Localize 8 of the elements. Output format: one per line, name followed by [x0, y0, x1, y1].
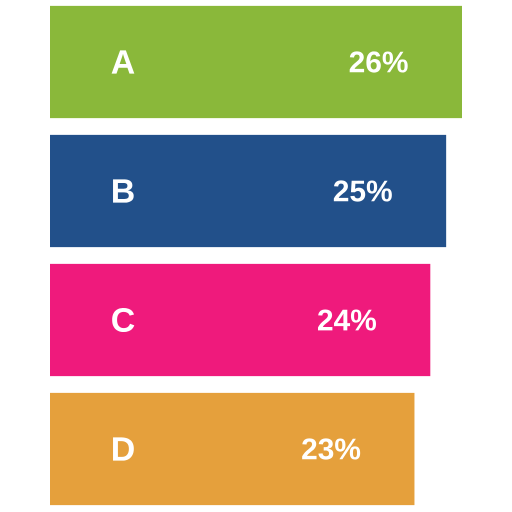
- y-tick-label: A: [112, 50, 134, 74]
- data-label: 25%: [334, 180, 392, 202]
- data-label: 23%: [302, 438, 360, 460]
- y-tick-label: B: [113, 179, 134, 203]
- data-label: 26%: [350, 51, 408, 73]
- y-tick-label: C: [112, 308, 134, 332]
- y-tick-label: D: [113, 437, 134, 461]
- data-label: 24%: [318, 309, 376, 331]
